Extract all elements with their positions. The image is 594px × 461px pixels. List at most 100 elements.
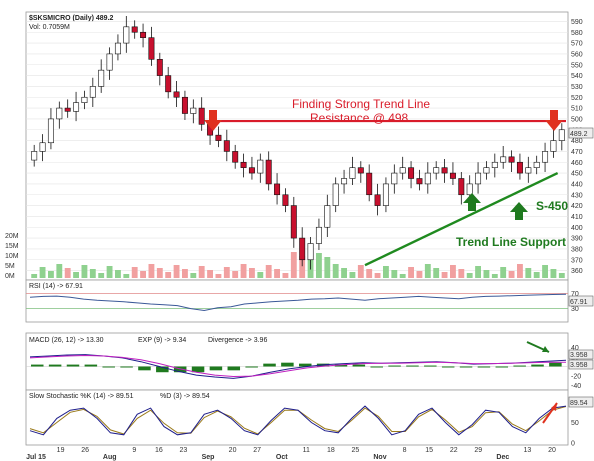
axis-ticks: 5905805705605505405305205105004904804704… [5,19,583,448]
divergence-bar [156,366,169,373]
volume-bar [73,272,79,278]
candle-body [416,178,423,185]
up-arrow-icon [510,202,528,220]
x-tick-label: Dec [496,454,509,461]
volume-tick-label: 10M [5,253,19,260]
candle-body [341,178,348,185]
volume-bar [391,270,398,278]
volume-bar [106,266,113,278]
candle-body [516,161,523,174]
candle-body [391,172,398,185]
volume-bar [39,267,46,278]
divergence-bar [459,366,473,368]
x-tick-label: Sep [202,454,215,461]
volume-bar [89,269,96,278]
divergence-bar [424,365,437,367]
volume-bar [399,274,406,278]
resistance-annotation-line1: Finding Strong Trend Line [292,97,430,111]
price-tick-label: 420 [571,203,583,210]
candle-body [248,167,255,174]
price-tick-label: 500 [571,116,583,123]
divergence-bar [48,364,62,367]
price-tick-label: 570 [571,41,583,48]
candle-body [449,172,456,179]
x-tick-label: 23 [180,447,188,454]
x-tick-label: 20 [548,447,556,454]
x-tick-label: Aug [103,454,117,461]
down-arrow-icon [545,110,563,131]
x-tick-label: Jul 15 [26,454,46,461]
divergence-bar [477,366,491,368]
volume-bar [249,268,255,278]
macd-last-value-2: 3.958 [570,362,588,369]
stoch-tag [568,396,594,408]
x-tick-label: 20 [229,447,237,454]
macd-panel [25,332,569,391]
candle-body [349,167,356,179]
candle-body [89,86,96,98]
last-price-tag [568,127,594,139]
volume-bar [232,271,239,278]
candle-body [73,102,80,112]
price-tick-label: 540 [571,73,583,80]
volume-bar [64,268,71,278]
x-tick-label: 19 [57,447,65,454]
price-tick-label: 370 [571,257,583,264]
stochastic-panel [25,389,569,446]
candle-body [332,183,339,206]
price-tick-label: 590 [571,19,583,26]
divergence-bar [245,366,258,368]
stoch-k-line [29,405,567,436]
volume-bar [433,268,440,278]
candle-body [156,59,163,76]
exp-legend: EXP (9) -> 9.34 [138,337,186,344]
candle-body [433,167,440,174]
candle-body [98,69,105,87]
divergence-bar [120,366,133,368]
x-tick-label: 29 [474,447,482,454]
volume-bar [182,269,188,278]
divergence-bar [191,366,205,373]
volume-bar [131,267,138,278]
x-tick-label: 8 [403,447,407,454]
stoch-k-legend: Slow Stochastic %K (14) -> 89.51 [29,393,134,400]
divergence-bar [388,365,401,367]
candle-body [491,161,498,168]
chart-title: $SKSMICRO (Daily) 489.2 [29,15,114,22]
rsi-tag [568,295,594,307]
candle-body [39,142,46,152]
price-tick-label: 440 [571,181,583,188]
volume-bar [491,274,498,278]
candle-body [290,205,297,239]
signal-line [29,354,566,378]
volume-bar [240,264,247,278]
indicator-series [29,293,567,436]
volume-bar [349,272,356,278]
volume-bar [165,272,172,278]
divergence-bar [441,366,455,368]
volume-bar [383,266,389,278]
candle-body [475,172,482,185]
macd-legend: MACD (26, 12) -> 13.30 [29,337,104,344]
volume-bar [525,268,532,278]
candle-body [500,156,507,163]
support-value-annotation: S-450 [536,199,568,213]
volume-bar [215,274,222,278]
volume-bar [450,265,456,278]
candle-body [458,178,465,196]
volume-bar [550,269,557,278]
volume-tick-label: 15M [5,243,19,250]
macd-tick-label: -40 [571,383,581,390]
stoch-tick-label: 0 [571,441,575,448]
volume-bar [81,265,88,278]
candle-body [257,159,264,174]
volume-bar [207,270,213,278]
down-arrow-icon [204,110,222,131]
volume-bar [173,265,180,278]
price-tick-label: 360 [571,268,583,275]
x-tick-label: 18 [327,447,335,454]
volume-bar [424,264,431,278]
candle-body [508,156,515,163]
volume-bar [56,264,63,278]
candle-body [558,129,565,141]
